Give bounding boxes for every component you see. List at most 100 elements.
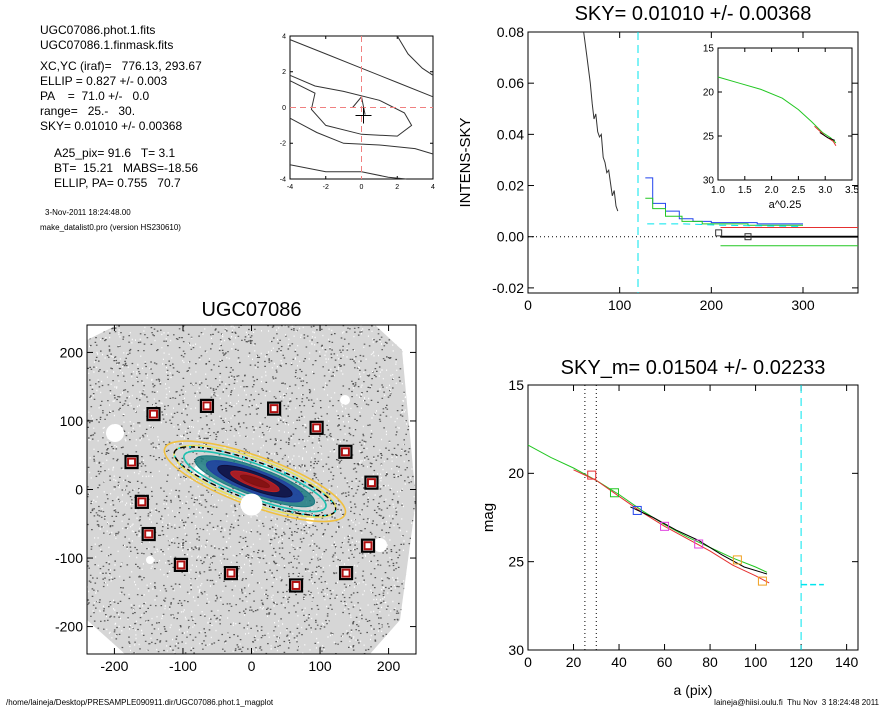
galaxy-mask-hole-2 bbox=[340, 395, 350, 405]
inset-x-label: 2.0 bbox=[765, 185, 779, 196]
mag-marker-3 bbox=[660, 521, 670, 531]
sky-y-label: 0.06 bbox=[497, 75, 524, 91]
galaxy-x-label: 200 bbox=[377, 658, 401, 674]
inset-x-label: 3.0 bbox=[818, 185, 832, 196]
galaxy-y-label: -200 bbox=[55, 618, 83, 634]
galaxy-x-label: 100 bbox=[308, 658, 332, 674]
galaxy-box-inner-2 bbox=[269, 404, 279, 414]
contour-y-label: -2 bbox=[280, 141, 286, 148]
mag-y-label: 15 bbox=[508, 377, 524, 393]
sky-y-label: 0.08 bbox=[497, 24, 524, 40]
mag-marker-0 bbox=[587, 470, 597, 480]
info-line-pa: PA = 71.0 +/- 0.0 bbox=[40, 89, 150, 103]
inset-series-black bbox=[819, 132, 835, 141]
galaxy-box-inner-11 bbox=[226, 568, 236, 578]
mag-marker-2 bbox=[632, 505, 642, 515]
galaxy-center-mask bbox=[240, 493, 263, 516]
contour-y-label: 2 bbox=[282, 69, 286, 76]
sky-profile-line bbox=[583, 32, 619, 212]
info-line-bt: BT= 15.21 MABS=-18.56 bbox=[54, 161, 199, 175]
galaxy-mask-hole-5 bbox=[146, 556, 154, 564]
sky-series-cyan bbox=[647, 223, 804, 227]
info-line-sky: SKY= 0.01010 +/- 0.00368 bbox=[40, 119, 183, 133]
footer-path: /home/laineja/Desktop/PRESAMPLE090911.di… bbox=[6, 698, 274, 707]
sky-x-label: 0 bbox=[524, 297, 532, 313]
galaxy-x-label: -100 bbox=[169, 658, 197, 674]
mag-x-label: 0 bbox=[524, 654, 532, 670]
galaxy-isophote-7 bbox=[239, 474, 270, 488]
galaxy-box-inner-0 bbox=[202, 401, 212, 411]
mag-x-label: 100 bbox=[744, 654, 768, 670]
info-line-date: 3-Nov-2011 18:24:48.00 bbox=[45, 208, 131, 217]
mag-marker-6 bbox=[757, 576, 767, 586]
galaxy-mask-hole-0 bbox=[106, 424, 124, 442]
sky-series-blue bbox=[645, 177, 803, 225]
sky-ylabel: INTENS-SKY bbox=[457, 117, 474, 207]
sky-x-label: 100 bbox=[608, 297, 632, 313]
galaxy-box-inner-4 bbox=[127, 457, 137, 467]
mag-series-red bbox=[573, 469, 770, 584]
galaxy-box-inner-12 bbox=[341, 568, 351, 578]
galaxy-box-inner-5 bbox=[340, 447, 350, 457]
mag-x-label: 120 bbox=[789, 654, 813, 670]
contour-x-label: -4 bbox=[287, 184, 293, 191]
galaxy-box-inner-7 bbox=[366, 478, 376, 488]
mag-x-label: 40 bbox=[611, 654, 627, 670]
contour-y-label: 4 bbox=[282, 33, 286, 40]
sky-y-label: 0.04 bbox=[497, 126, 524, 142]
sky-frame bbox=[527, 31, 859, 294]
galaxy-field bbox=[87, 325, 416, 654]
inset-y-label: 20 bbox=[703, 88, 715, 99]
inset-y-label: 15 bbox=[703, 44, 715, 55]
galaxy-y-label: 100 bbox=[60, 413, 84, 429]
mag-series-green bbox=[527, 444, 768, 573]
contour-line-4 bbox=[396, 35, 434, 76]
mag-y-label: 30 bbox=[508, 642, 524, 658]
galaxy-box-inner-6 bbox=[137, 497, 147, 507]
sky-title: SKY= 0.01010 +/- 0.00368 bbox=[575, 3, 812, 25]
sky-series-green bbox=[645, 197, 803, 226]
contour-y-label: 0 bbox=[282, 105, 286, 112]
mag-title: SKY_m= 0.01504 +/- 0.02233 bbox=[561, 357, 826, 379]
mag-x-label: 20 bbox=[566, 654, 582, 670]
mag-marker-5 bbox=[732, 555, 742, 565]
galaxy-y-label: 200 bbox=[60, 344, 84, 360]
galaxy-title: UGC07086 bbox=[201, 299, 301, 321]
mag-frame bbox=[527, 384, 859, 651]
contour-x-label: 0 bbox=[360, 184, 364, 191]
galaxy-box-inner-9 bbox=[363, 541, 373, 551]
sky-marker-1 bbox=[744, 233, 752, 241]
inset-x-label: 1.0 bbox=[711, 185, 725, 196]
sky-y-label: -0.02 bbox=[492, 280, 524, 296]
galaxy-box-inner-3 bbox=[312, 423, 322, 433]
inset-x-label: 1.5 bbox=[738, 185, 752, 196]
galaxy-box-inner-13 bbox=[291, 580, 301, 590]
sky-y-label: 0.02 bbox=[497, 177, 524, 193]
contour-x-label: 4 bbox=[431, 184, 435, 191]
info-line-mask: UGC07086.1.finmask.fits bbox=[40, 38, 174, 52]
sky-x-label: 200 bbox=[700, 297, 724, 313]
info-line-range: range= 25.- 30. bbox=[40, 104, 136, 118]
inset-y-label: 25 bbox=[703, 132, 715, 143]
mag-x-label: 60 bbox=[657, 654, 673, 670]
inset-x-label: 2.5 bbox=[791, 185, 805, 196]
galaxy-x-label: -200 bbox=[100, 658, 128, 674]
contour-line-3 bbox=[289, 164, 407, 180]
galaxy-x-label: 0 bbox=[248, 658, 256, 674]
inset-frame bbox=[717, 47, 853, 181]
mag-marker-1 bbox=[609, 488, 619, 498]
contour-line-1 bbox=[289, 74, 413, 137]
inset-y-label: 30 bbox=[703, 176, 715, 187]
galaxy-box-inner-8 bbox=[144, 529, 154, 539]
mag-x-label: 80 bbox=[702, 654, 718, 670]
mag-x-label: 140 bbox=[835, 654, 859, 670]
galaxy-box-inner-10 bbox=[176, 560, 186, 570]
info-line-ellip-pa: ELLIP, PA= 0.755 70.7 bbox=[54, 176, 181, 190]
info-line-ellip: ELLIP = 0.827 +/- 0.003 bbox=[40, 74, 168, 88]
contour-x-label: 2 bbox=[395, 184, 399, 191]
inset-series-green bbox=[717, 76, 837, 144]
info-line-a25: A25_pix= 91.6 T= 3.1 bbox=[54, 146, 176, 160]
galaxy-y-label: 0 bbox=[75, 481, 83, 497]
footer-user: laineja@hiisi.oulu.fi Thu Nov 3 18:24:48… bbox=[714, 698, 879, 707]
